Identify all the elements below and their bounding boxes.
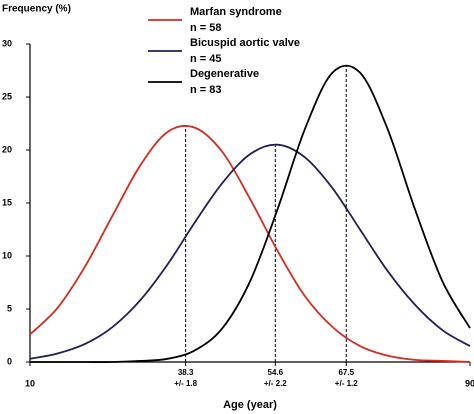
series-line (29, 64, 471, 363)
legend-label: Bicuspid aortic valve (190, 37, 300, 49)
y-tick-label: 15 (2, 197, 12, 207)
legend-n: n = 58 (190, 22, 222, 34)
y-tick-label: 30 (2, 38, 12, 48)
y-tick-label: 0 (7, 356, 12, 366)
sd-label: +/- 1.2 (335, 379, 358, 388)
y-tick-label: 10 (2, 250, 12, 260)
y-axis-title: Frequency (%) (2, 4, 71, 15)
y-tick-label: 25 (2, 91, 12, 101)
y-tick-label: 20 (2, 144, 12, 154)
series-line (29, 143, 471, 360)
sd-label: +/- 1.8 (174, 379, 197, 388)
x-tick-label: 10 (25, 378, 35, 388)
legend-n: n = 45 (190, 53, 222, 65)
y-tick-label: 5 (7, 303, 12, 313)
mean-label: 38.3 (178, 368, 194, 377)
x-tick-label: 90 (465, 378, 474, 388)
mean-label: 54.6 (268, 368, 284, 377)
legend-n: n = 83 (190, 84, 222, 96)
sd-label: +/- 2.2 (264, 379, 287, 388)
x-axis-title: Age (year) (223, 399, 277, 411)
legend-label: Degenerative (190, 68, 259, 80)
legend-label: Marfan syndrome (190, 6, 282, 18)
mean-label: 67.5 (338, 368, 354, 377)
series-line (29, 125, 471, 363)
